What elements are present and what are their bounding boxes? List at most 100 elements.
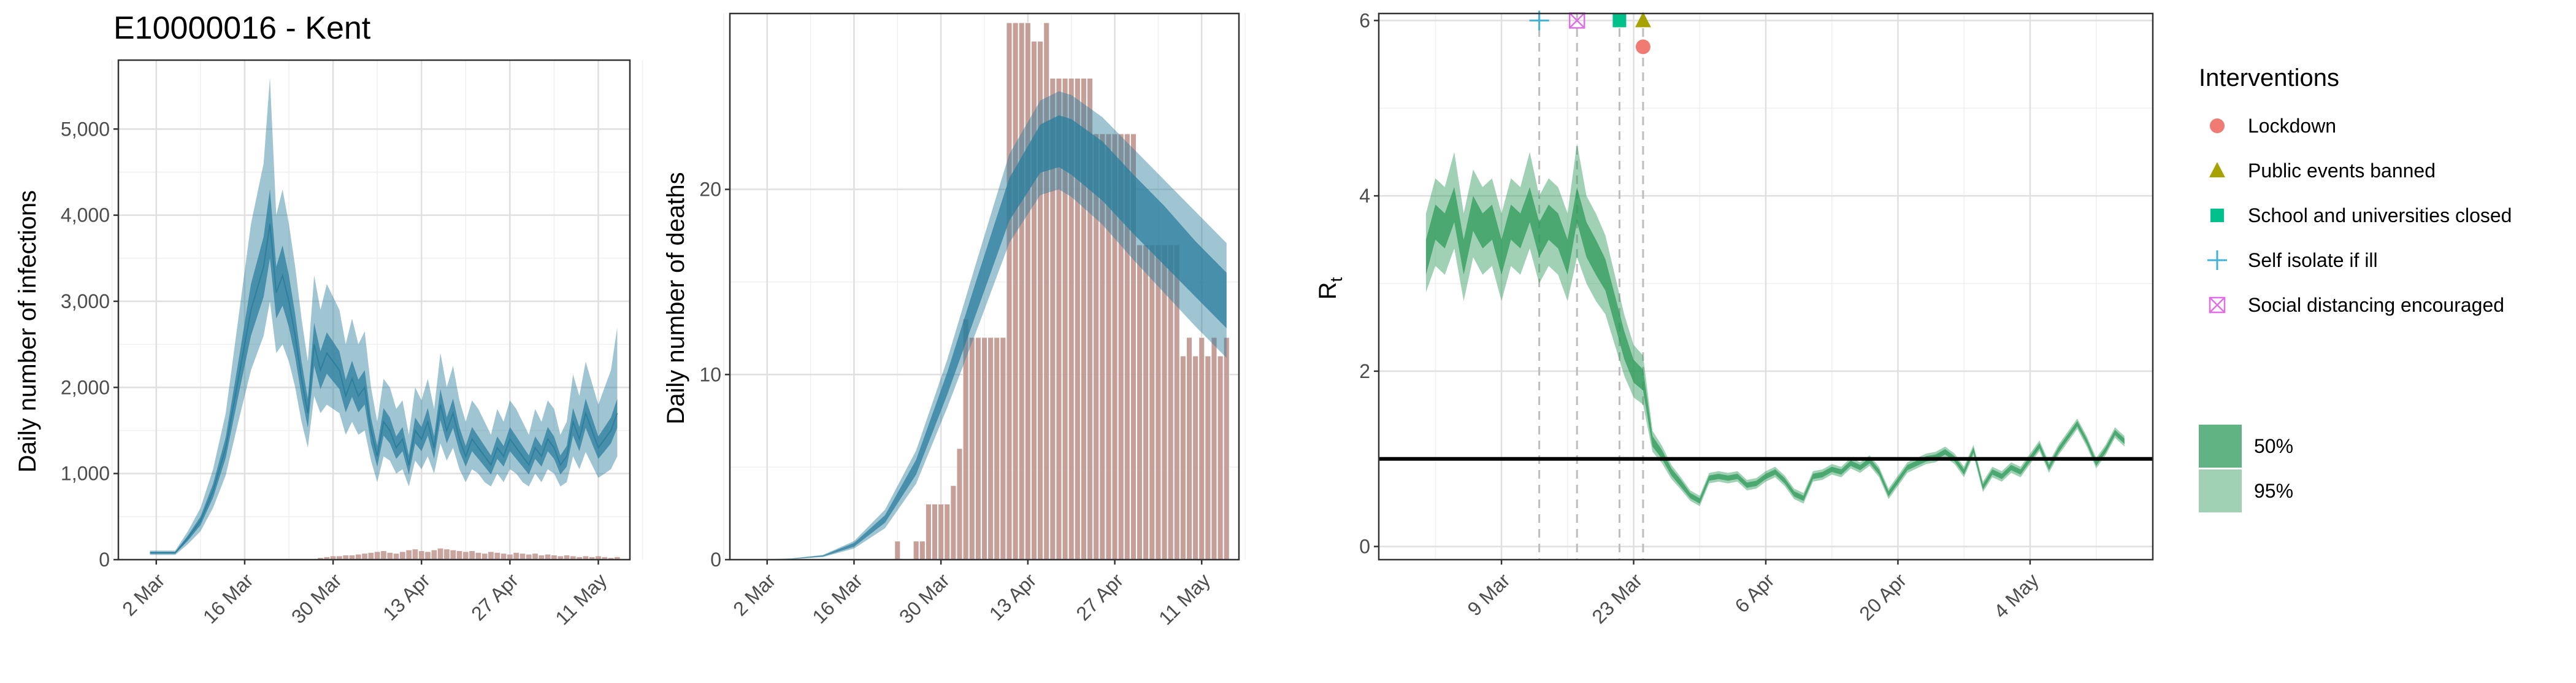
x-tick-label: 2 Mar [118,569,169,620]
observed-deaths-bar [494,552,500,560]
deaths-bar [1018,22,1025,560]
x-tick-label: 9 Mar [1463,569,1515,620]
observed-deaths-bar [437,548,443,560]
observed-deaths-bar [488,552,494,560]
infections-median-line [150,223,618,554]
rt-ci95-band [1426,143,2125,506]
observed-deaths-bar [355,554,361,560]
y-axis-label-rt: Rt [1314,277,1346,299]
x-tick-label: 30 Mar [895,569,954,628]
ci-legend: 50% 95% [2199,425,2293,512]
ci-legend-swatch [2199,425,2242,468]
deaths-bar [1180,355,1186,560]
deaths-bar [956,448,963,560]
y-tick-label: 0 [99,549,110,571]
legend-label: School and universities closed [2248,204,2512,226]
observed-deaths-bar [456,550,462,560]
y-tick-label: 4 [1359,185,1370,207]
deaths-bar [1223,337,1230,560]
observed-deaths-bar [602,557,608,560]
x-tick-label: 6 Apr [1730,569,1779,617]
observed-deaths-bar [330,556,336,560]
deaths-bar [938,504,944,560]
deaths-bar [913,541,919,560]
deaths-bar [1186,337,1192,560]
legend-marker [2210,209,2224,222]
observed-deaths-bar [343,555,349,560]
deaths-bar [1217,355,1224,560]
deaths-bar [1143,244,1149,560]
deaths-bar [1211,337,1217,560]
deaths-panel: 0 10 20 2 Mar 16 Mar 30 Mar 13 Apr 27 Apr 11 May [699,12,1246,629]
observed-deaths-bar [564,555,570,560]
observed-deaths-bar [374,552,380,560]
deaths-bar [944,504,951,560]
y-tick-label: 0 [1359,536,1370,558]
observed-deaths-bar [450,550,456,560]
legend-marker [2209,296,2226,314]
intervention-marker [1568,12,1585,29]
x-tick-label: 20 Apr [1855,569,1911,625]
deaths-bar [1000,337,1006,560]
observed-deaths-bar [336,556,342,560]
deaths-bar [1205,355,1211,560]
legend-marker [2207,250,2227,270]
observed-deaths-bar [551,555,557,560]
observed-deaths-bar [412,549,418,560]
observed-deaths-bar [507,554,513,560]
deaths-bar [975,337,981,560]
legend-marker [2210,118,2225,133]
observed-deaths-bar [469,550,475,560]
y-tick-label: 4,000 [61,204,110,226]
observed-deaths-bar [318,558,323,560]
observed-deaths-bar [368,552,374,560]
y-tick-label: 0 [710,549,721,571]
plot-area [118,60,630,560]
deaths-bar [1006,22,1013,560]
chart-title: E10000016 - Kent [113,10,371,46]
observed-deaths-bar [399,552,405,560]
observed-deaths-bar [481,554,488,560]
deaths-bar [987,337,994,560]
deaths-bar [1149,244,1156,560]
observed-deaths-bar [596,556,601,560]
intervention-marker [1612,14,1627,28]
observed-deaths-bar [545,554,551,560]
deaths-bar [968,337,975,560]
observed-deaths-bar [539,555,545,560]
x-tick-label: 16 Mar [199,569,258,628]
y-tick-label: 5,000 [61,118,110,140]
observed-deaths-bar [475,552,481,560]
observed-deaths-bar [589,557,595,560]
x-tick-label: 13 Apr [985,569,1041,625]
observed-deaths-bar [425,552,431,560]
observed-deaths-bar [324,557,330,560]
observed-deaths-bar [558,556,564,560]
observed-deaths-bar [615,557,620,560]
deaths-bar [981,337,987,560]
observed-deaths-bar [526,554,532,560]
legend-marker-d2 [2209,297,2225,313]
ci-legend-label: 95% [2254,480,2293,502]
deaths-bar [919,541,926,560]
y-axis-label-deaths: Daily number of deaths [662,172,689,424]
intervention-marker [1635,39,1650,55]
y-tick-label: 20 [699,179,721,201]
y-tick-label: 10 [699,363,721,385]
plot-border [729,12,1240,561]
deaths-bar [1192,355,1198,560]
y-tick-label: 3,000 [61,290,110,312]
y-axis-label-rt-main: R [1314,282,1341,299]
observed-deaths-bar [583,556,589,560]
legend-marker [2209,162,2225,177]
infections-ci95-band [150,77,618,555]
x-tick-label: 2 Mar [729,569,780,620]
legend-title: Interventions [2199,64,2339,91]
legend-marker-box [2209,296,2226,314]
legend-label: Public events banned [2248,160,2436,182]
y-tick-label: 6 [1359,9,1370,31]
legend-label: Social distancing encouraged [2248,294,2504,316]
x-tick-label: 11 May [551,569,611,629]
